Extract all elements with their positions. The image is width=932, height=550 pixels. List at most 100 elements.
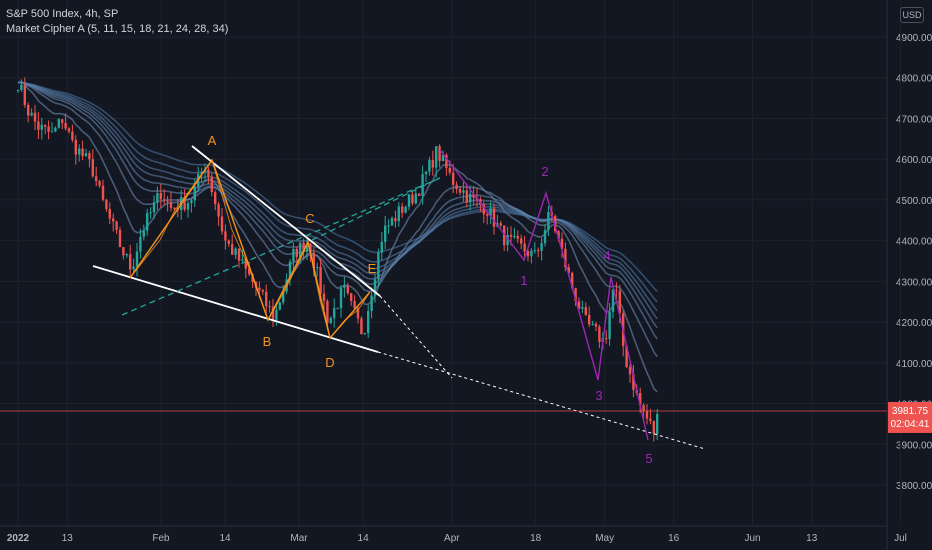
candle-body [237,248,241,261]
candle-body [350,293,353,301]
candle-body [492,208,496,227]
x-tick-label: 14 [219,533,231,544]
x-tick-label: 13 [806,533,818,544]
candle-body [217,204,220,217]
candle-body [605,338,608,340]
candle-body [533,250,536,252]
candle-body [156,192,159,203]
candle-body [309,243,312,253]
trendline-upper-extension [379,295,453,379]
candle-body [78,148,81,155]
trendline-upper [191,145,381,297]
candle-body [516,236,519,239]
candle-body [591,323,594,325]
candle-body [611,289,615,312]
y-tick-label: 4600.00 [896,155,932,166]
candle-body [431,159,434,168]
candle-body [499,223,502,226]
x-tick-label: Feb [152,533,170,544]
candle-body [608,311,611,339]
pattern-label: C [305,211,314,226]
channel-line-upper [311,177,441,241]
candle-body [465,190,468,203]
candle-body [268,306,271,308]
candle-body [47,126,50,132]
candle-body [594,323,598,327]
candle-body [146,213,149,231]
candle-body [656,414,659,434]
candle-body [367,311,370,334]
candle-body [54,127,57,132]
candle-body [285,279,288,292]
candle-body [642,405,645,412]
candle-body [193,186,196,201]
wave-label: 1 [520,273,527,288]
indicator-title[interactable]: Market Cipher A (5, 11, 15, 18, 21, 24, … [6,23,229,35]
candle-body [74,139,77,155]
candle-body [265,291,268,307]
y-tick-label: 3900.00 [896,440,932,451]
candle-body [159,192,162,200]
candle-body [509,235,513,237]
candle-body [33,112,37,122]
candle-body [584,307,587,315]
candle-body [394,218,397,222]
candle-body [50,131,54,133]
ema-ribbon-line [17,81,658,320]
candle-body [295,248,298,257]
candle-body [424,171,428,175]
y-tick-label: 4300.00 [896,277,932,288]
candle-body [428,159,431,172]
ema-ribbon-line [17,81,658,312]
currency-button[interactable]: USD [900,7,924,23]
candle-body [244,259,247,269]
candle-body [241,259,244,261]
candle-body [282,291,285,303]
candle-body [224,231,227,241]
wave-label: 3 [595,388,602,403]
candle-body [326,300,329,323]
candle-body [261,290,264,292]
candle-body [363,333,366,335]
candle-body [458,188,462,193]
candle-body [305,243,309,252]
candle-body [27,104,30,116]
x-tick-label: 14 [358,533,370,544]
candle-body [288,261,292,280]
candle-body [118,229,122,248]
candle-body [645,411,649,419]
candle-body [98,181,101,186]
candle-body [448,167,451,173]
candle-body [353,300,356,309]
pattern-label: A [208,133,217,148]
candle-body [30,112,33,116]
x-tick-label: Mar [290,533,308,544]
candle-body [482,204,485,215]
candle-body [360,318,363,335]
symbol-title[interactable]: S&P 500 Index, 4h, SP [6,8,119,20]
channel-line-lower [121,177,441,316]
y-tick-label: 4100.00 [896,359,932,370]
candle-body [132,266,135,270]
candle-body [628,367,632,375]
candle-body [122,247,125,256]
candle-body [343,285,346,288]
candle-body [506,235,509,246]
candle-body [513,236,516,238]
x-tick-label: 2022 [7,533,30,544]
candle-body [462,190,465,193]
chart-legend: S&P 500 Index, 4h, SP Market Cipher A (5… [6,7,228,37]
candle-body [421,174,424,196]
ema-ribbon-line [17,80,658,393]
candle-body [88,153,91,160]
candle-body [101,185,105,200]
candle-body [142,230,145,237]
candle-body [571,272,574,289]
candle-body [329,317,332,323]
candle-body [356,308,360,319]
candle-body [523,243,526,252]
candle-body [275,309,278,320]
ema-ribbon-line [17,81,658,303]
countdown-timer: 02:04:41 [891,419,930,430]
